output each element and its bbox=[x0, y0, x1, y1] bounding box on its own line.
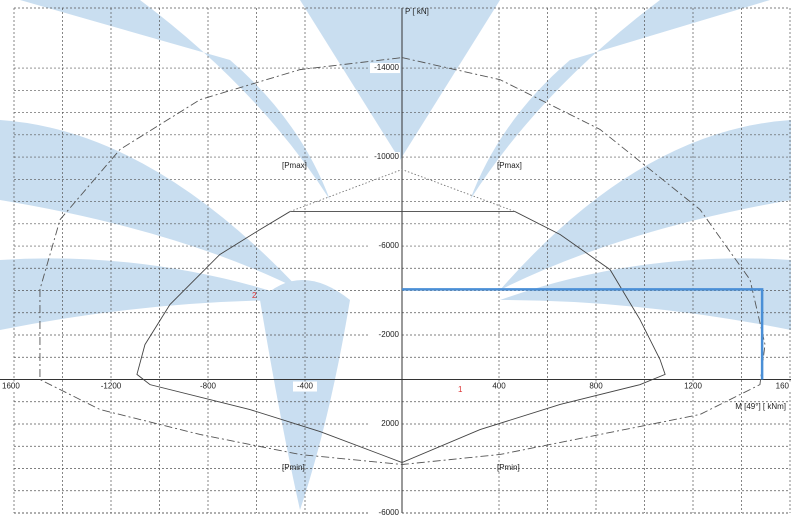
annotation: [Pmax] bbox=[497, 161, 522, 170]
y-tick-label: -6000 bbox=[379, 508, 400, 517]
x-tick-label: -1200 bbox=[101, 382, 122, 391]
y-tick-label: -2000 bbox=[379, 330, 400, 339]
series-line bbox=[402, 288, 764, 380]
tick-label-bg bbox=[370, 330, 400, 341]
tick-label-bg bbox=[767, 381, 791, 392]
tick-label-bg bbox=[196, 381, 220, 392]
annotation: [Pmin] bbox=[282, 463, 305, 472]
tick-label-bg bbox=[293, 381, 317, 392]
x-tick-label: -800 bbox=[200, 382, 217, 391]
y-axis-label: P [ kN] bbox=[405, 7, 429, 16]
plot-area bbox=[0, 7, 791, 514]
x-tick-label: 800 bbox=[589, 382, 603, 391]
annotation: [Pmin] bbox=[497, 463, 520, 472]
annotation: 2 bbox=[252, 291, 257, 300]
x-tick-label: -400 bbox=[297, 382, 314, 391]
tick-label-bg bbox=[370, 152, 400, 163]
series-line bbox=[39, 57, 766, 465]
tick-label-bg bbox=[370, 63, 400, 74]
x-tick-label: 1600 bbox=[2, 382, 20, 391]
tick-label-bg bbox=[487, 381, 511, 392]
series-line bbox=[136, 211, 666, 463]
tick-label-bg bbox=[584, 381, 608, 392]
y-tick-label: -6000 bbox=[379, 241, 400, 250]
series-line bbox=[289, 169, 516, 212]
x-tick-label: 400 bbox=[492, 382, 506, 391]
tick-label-bg bbox=[370, 419, 400, 430]
x-tick-label: 160 bbox=[776, 382, 790, 391]
y-tick-label: 2000 bbox=[381, 419, 399, 428]
tick-label-bg bbox=[681, 381, 705, 392]
annotation: [Pmax] bbox=[282, 161, 307, 170]
tick-label-bg bbox=[2, 381, 26, 392]
x-tick-label: 1200 bbox=[684, 382, 702, 391]
x-axis-label: M [49°] [ kNm] bbox=[735, 402, 786, 411]
tick-label-bg bbox=[99, 381, 123, 392]
annotation: 1 bbox=[458, 385, 463, 394]
tick-label-bg bbox=[370, 241, 400, 252]
y-tick-label: -14000 bbox=[374, 63, 399, 72]
y-tick-label: -10000 bbox=[374, 152, 399, 161]
tick-label-bg bbox=[370, 508, 400, 518]
